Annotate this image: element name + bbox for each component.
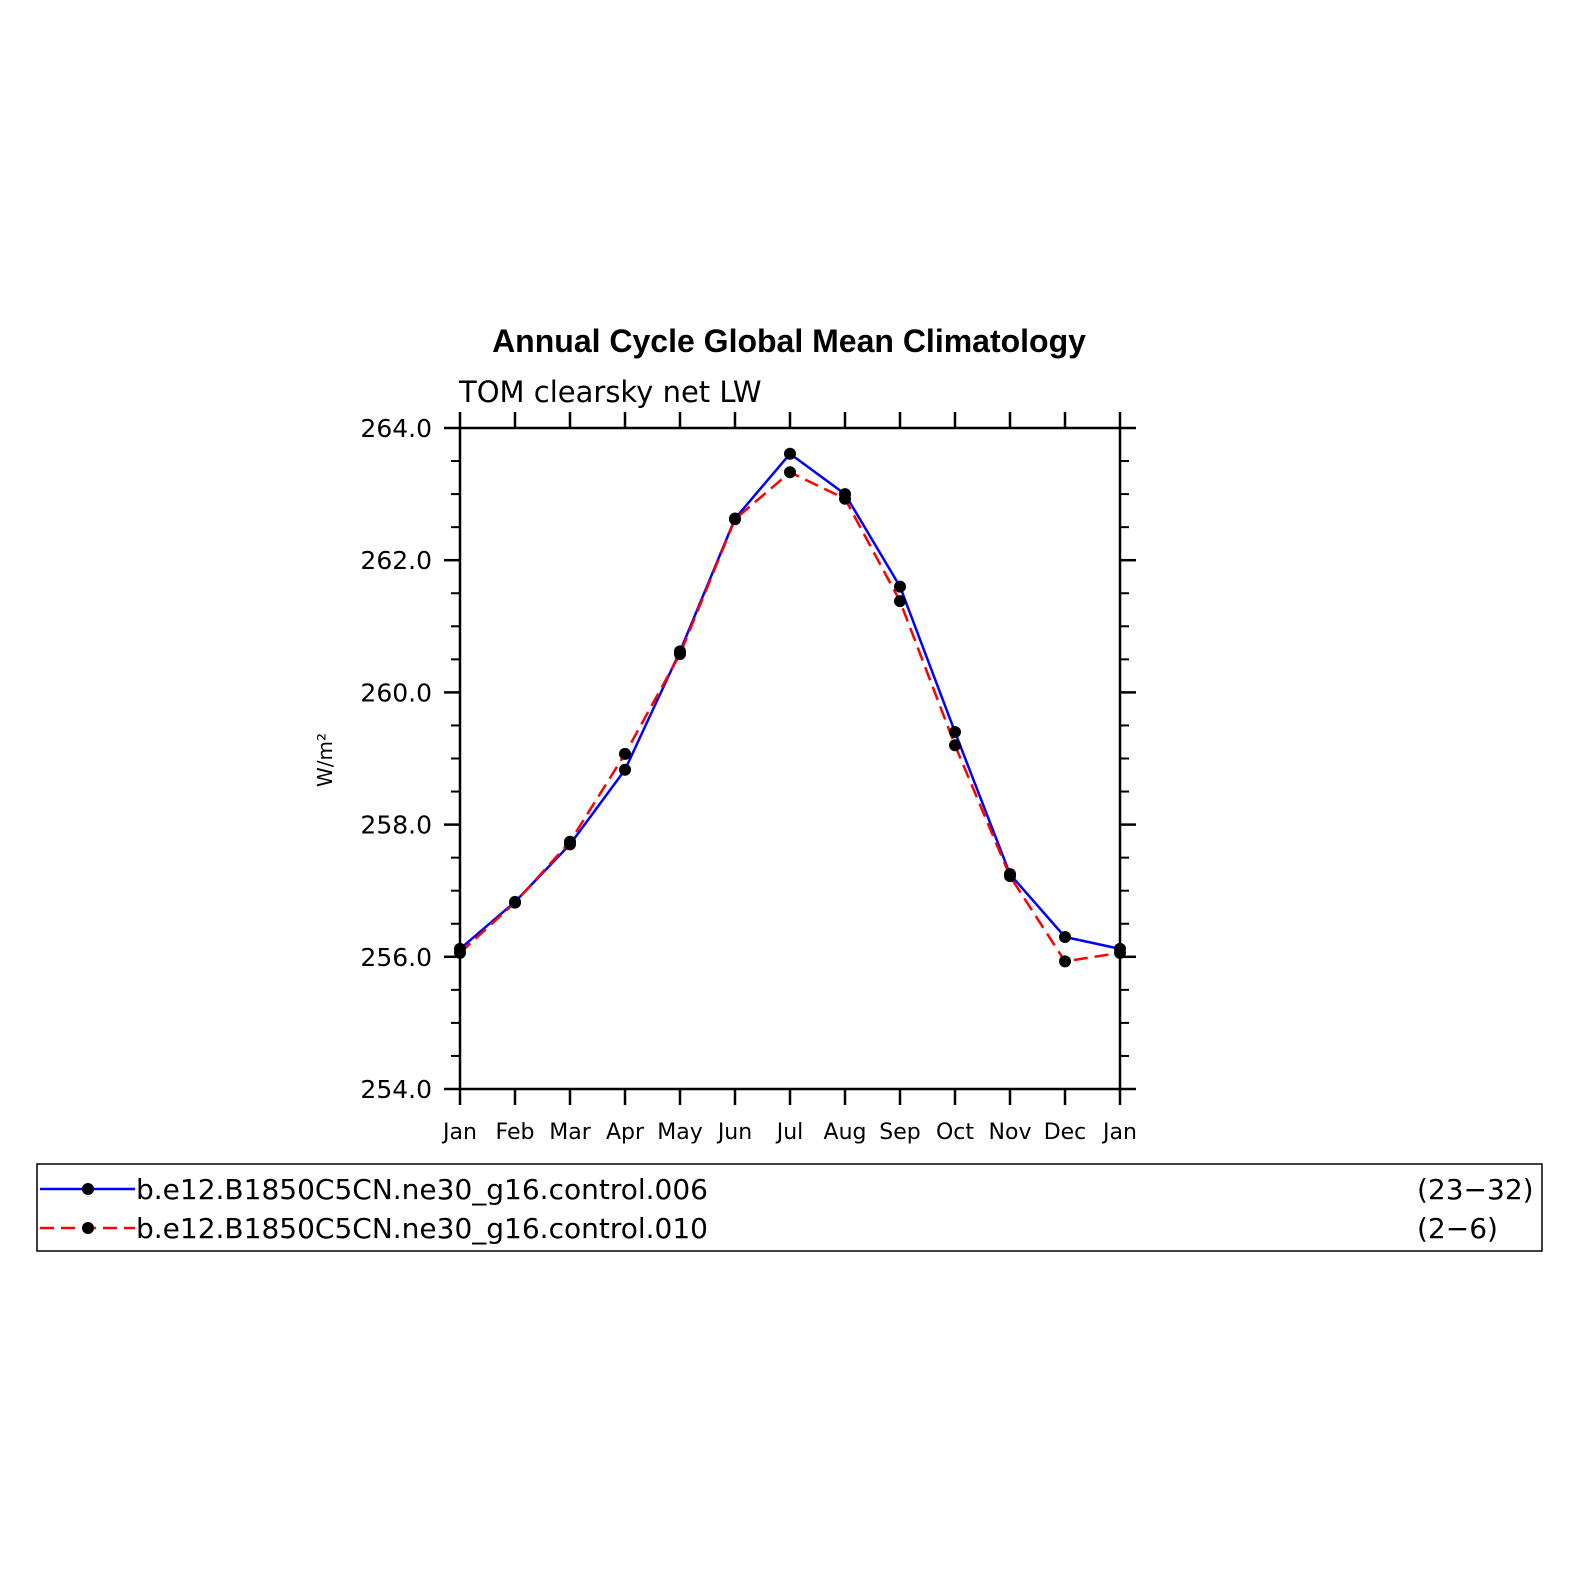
series-2-marker [1004, 870, 1016, 883]
legend-label-2: b.e12.B1850C5CN.ne30_g16.control.010 [136, 1212, 708, 1245]
x-tick-label: Jul [775, 1120, 804, 1145]
series-1-marker [784, 447, 796, 460]
legend-box [36, 1163, 1543, 1252]
chart-title: Annual Cycle Global Mean Climatology [492, 323, 1086, 359]
plot-frame [458, 426, 1122, 1091]
y-tick-label: 260.0 [360, 678, 432, 707]
x-tick-label: Aug [824, 1120, 867, 1145]
series-2-marker [564, 835, 576, 848]
x-tick-label: Dec [1044, 1120, 1087, 1145]
series-1-marker [1059, 930, 1071, 943]
x-tick-label: Apr [606, 1120, 645, 1145]
y-tick-label: 258.0 [360, 811, 432, 840]
plot-area: 254.0 256.0 258.0 260.0 262.0 264.0 Jan Feb Mar A… [360, 412, 1137, 1145]
series-2-marker [454, 946, 466, 959]
series-2-marker [784, 466, 796, 479]
series-line-1 [459, 452, 1121, 951]
y-tick-label: 264.0 [360, 414, 432, 443]
chart-subtitle: TOM clearsky net LW [458, 375, 762, 409]
y-tick-label: 256.0 [360, 943, 432, 972]
x-tick-label: Oct [936, 1120, 974, 1145]
x-tick-label: Nov [989, 1120, 1032, 1145]
series-2-marker [839, 492, 851, 505]
y-axis-label: W/m² [313, 733, 337, 787]
x-tick-label: Mar [549, 1120, 591, 1145]
series-2-marker [619, 747, 631, 760]
legend-marker-1 [82, 1183, 94, 1195]
y-tick-label: 262.0 [360, 546, 432, 575]
series-1-marker [949, 726, 961, 739]
y-tick-label: 254.0 [360, 1075, 432, 1104]
series-1-marker [894, 580, 906, 593]
legend-marker-2 [82, 1222, 94, 1234]
legend-years-1: (23−32) [1417, 1173, 1534, 1206]
legend-years-2: (2−6) [1417, 1212, 1498, 1245]
legend: b.e12.B1850C5CN.ne30_g16.control.006 (23−… [40, 1173, 1534, 1245]
x-tick-label: Jan [441, 1120, 477, 1145]
x-tick-label: Feb [496, 1120, 535, 1145]
x-tick-label: Sep [879, 1120, 920, 1145]
x-tick-label: Jun [716, 1120, 752, 1145]
series-2-marker [1059, 955, 1071, 968]
series-2-marker [894, 595, 906, 608]
x-tick-label: May [657, 1120, 702, 1145]
series-2-marker [674, 648, 686, 661]
series-1-marker [619, 763, 631, 776]
series-2-marker [1114, 946, 1126, 959]
legend-label-1: b.e12.B1850C5CN.ne30_g16.control.006 [136, 1173, 708, 1206]
series-2-marker [949, 739, 961, 752]
series-2-marker [729, 513, 741, 526]
x-tick-label: Jan [1101, 1120, 1137, 1145]
series-2-marker [509, 896, 521, 909]
